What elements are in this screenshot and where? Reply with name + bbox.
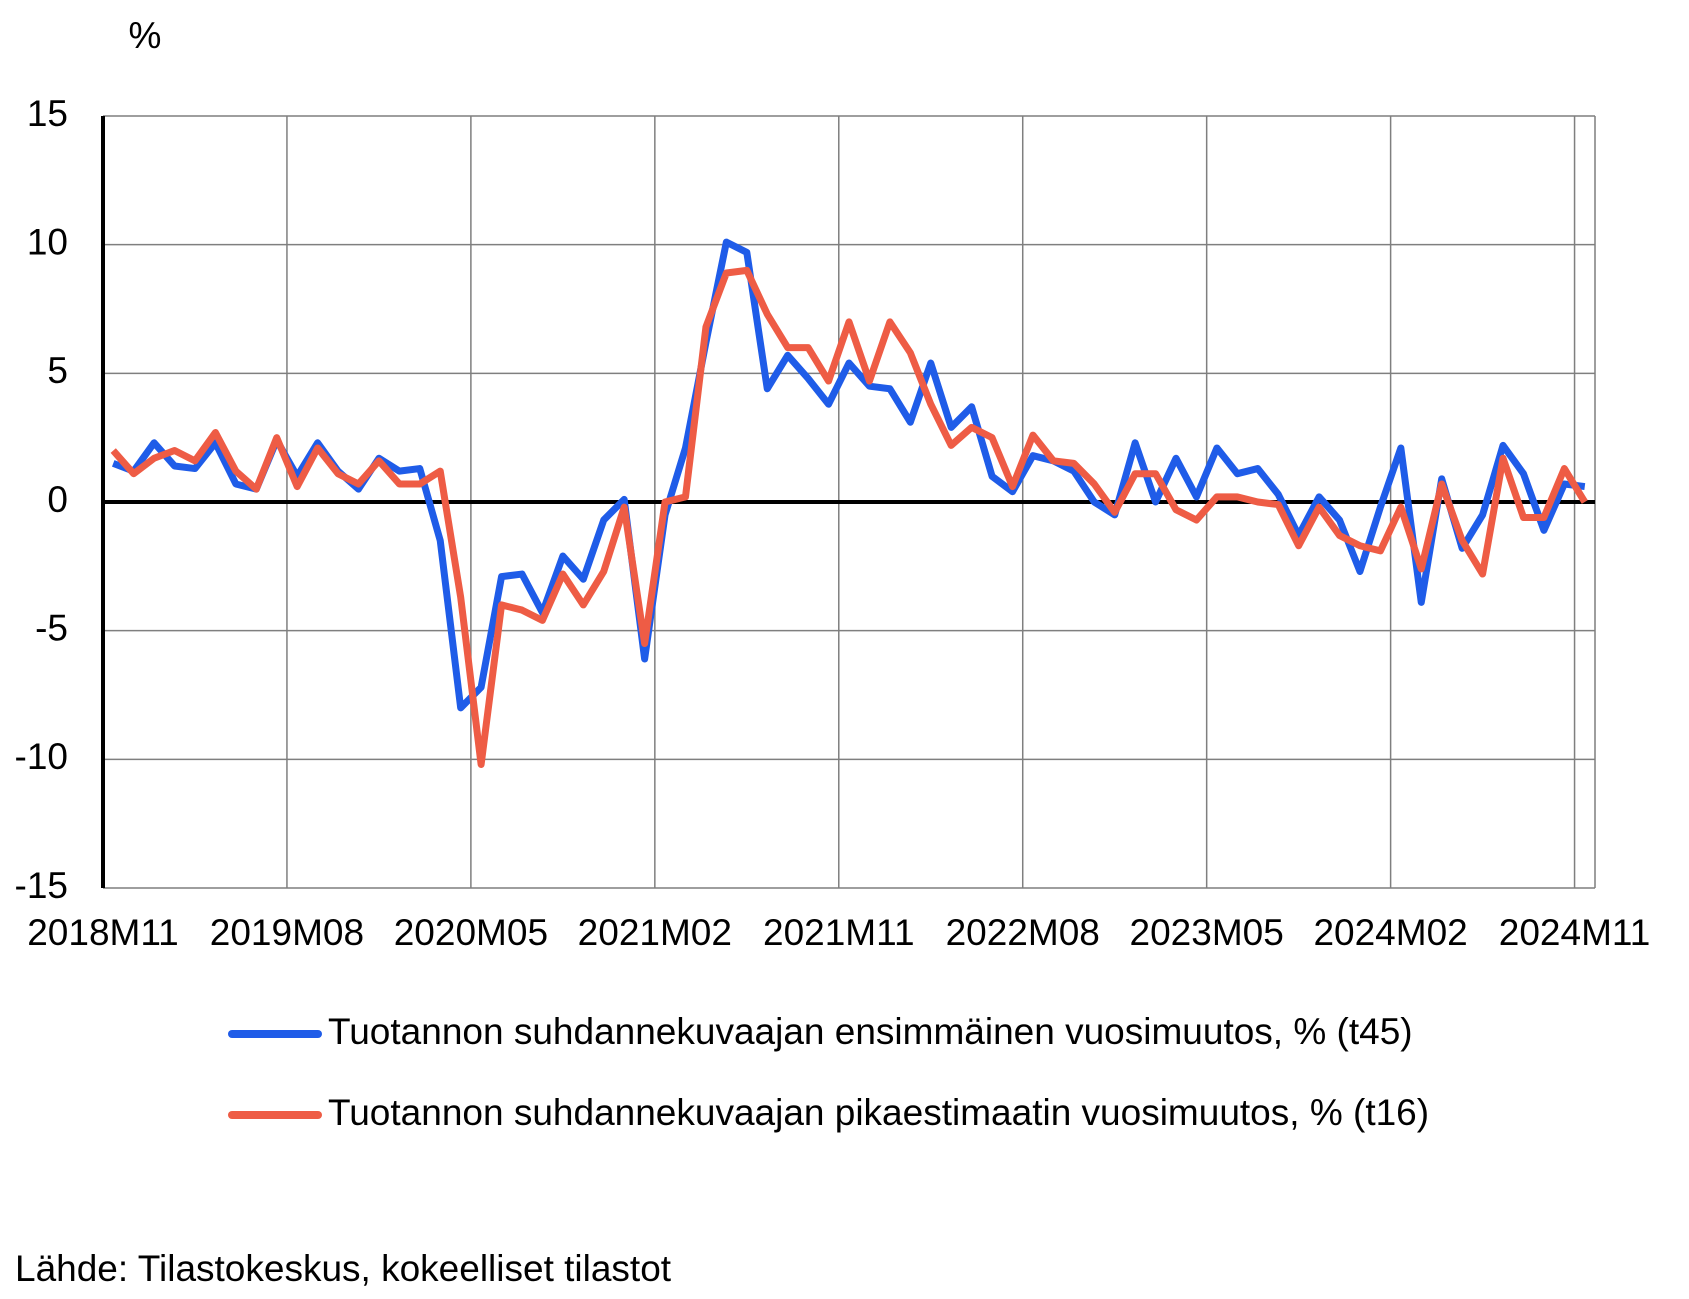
x-tick-label: 2024M11 xyxy=(1499,912,1651,953)
x-tick-label: 2024M02 xyxy=(1313,912,1467,953)
x-tick-label: 2023M05 xyxy=(1130,912,1284,953)
y-tick-label: 0 xyxy=(47,479,68,520)
y-tick-label: -5 xyxy=(35,607,68,648)
y-tick-label: 5 xyxy=(47,350,68,391)
y-tick-label: 10 xyxy=(27,221,68,262)
data-line xyxy=(111,238,1586,712)
y-unit-label: % xyxy=(129,15,162,56)
x-tick-label: 2020M05 xyxy=(394,912,548,953)
y-tick-label: -10 xyxy=(15,736,68,777)
x-tick-label: 2022M08 xyxy=(946,912,1100,953)
x-tick-label: 2021M11 xyxy=(763,912,915,953)
y-tick-label: -15 xyxy=(15,865,68,906)
x-tick-label: 2021M02 xyxy=(578,912,732,953)
source-note: Lähde: Tilastokeskus, kokeelliset tilast… xyxy=(15,1248,672,1289)
x-tick-label: 2018M11 xyxy=(27,912,179,953)
legend-label: Tuotannon suhdannekuvaajan pikaestimaati… xyxy=(328,1092,1429,1133)
data-line xyxy=(110,266,1588,768)
x-tick-label: 2019M08 xyxy=(210,912,364,953)
legend-label: Tuotannon suhdannekuvaajan ensimmäinen v… xyxy=(328,1011,1413,1052)
y-tick-label: 15 xyxy=(27,93,68,134)
